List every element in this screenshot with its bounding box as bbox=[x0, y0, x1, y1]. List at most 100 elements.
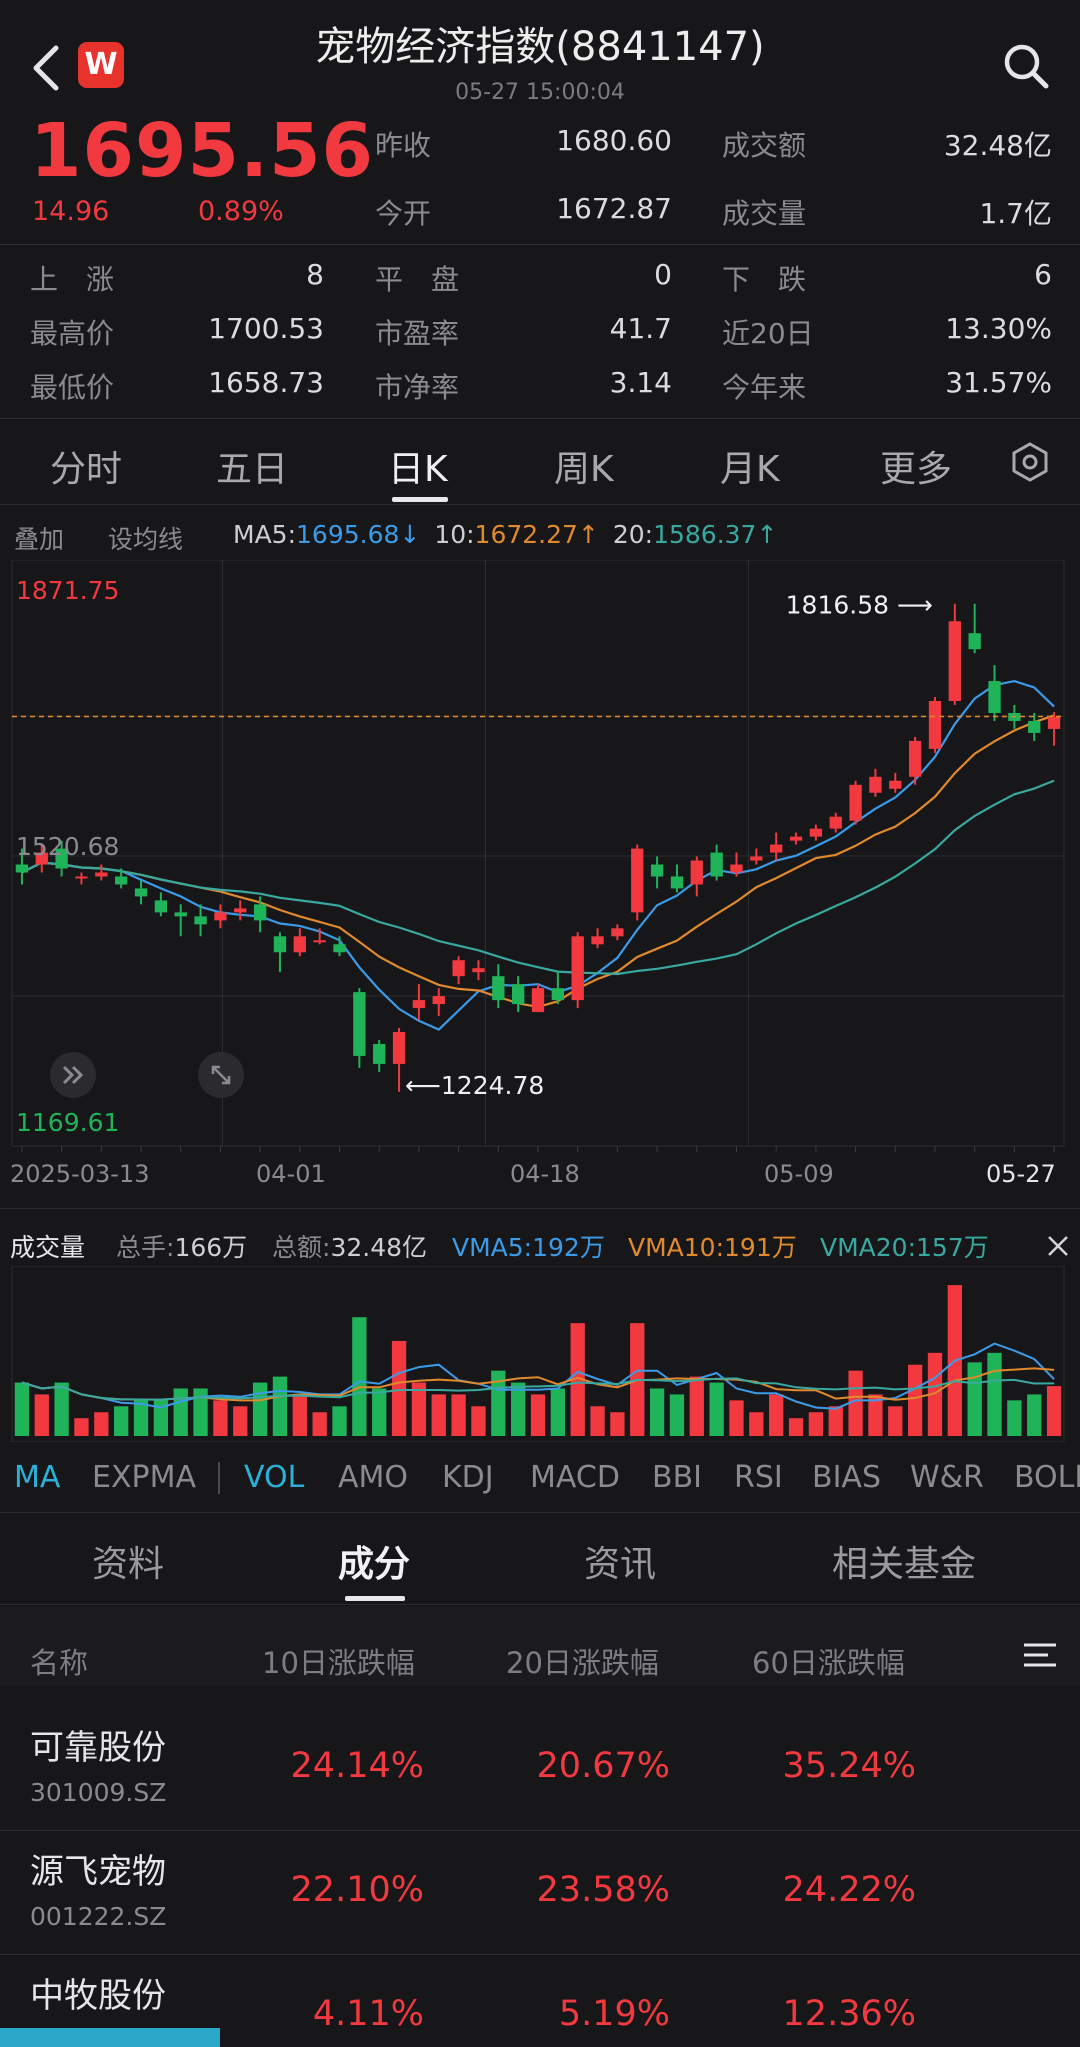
candle bbox=[650, 864, 664, 877]
column-header-20d[interactable]: 20日涨跌幅 bbox=[506, 1646, 659, 1680]
close-icon[interactable] bbox=[1044, 1232, 1072, 1260]
turnover-label: 成交额 bbox=[722, 129, 807, 162]
overlay-button[interactable]: 叠加 bbox=[14, 525, 65, 554]
active-tab-indicator bbox=[392, 497, 448, 502]
tab-daily-k[interactable]: 日K bbox=[388, 449, 448, 490]
back-arrow-icon[interactable] bbox=[26, 38, 66, 98]
ma10-line bbox=[21, 714, 1055, 1009]
candle bbox=[115, 876, 128, 885]
volume-bar bbox=[848, 1370, 863, 1436]
bottom-nav-indicator bbox=[0, 2028, 220, 2047]
tab-profile[interactable]: 资料 bbox=[92, 1544, 165, 1585]
indicator-tab-bbi[interactable]: BBI bbox=[652, 1460, 703, 1495]
volume-bar bbox=[689, 1376, 704, 1436]
x-tick: 05-27 bbox=[986, 1160, 1056, 1188]
table-row[interactable]: 源飞宠物 001222.SZ 22.10% 23.58% 24.22% bbox=[0, 1830, 1080, 1954]
tab-more[interactable]: 更多 bbox=[880, 449, 953, 490]
tab-intraday[interactable]: 分时 bbox=[50, 449, 123, 490]
tab-five-day[interactable]: 五日 bbox=[216, 449, 289, 490]
y-max-label: 1871.75 bbox=[16, 576, 120, 605]
total-hands-label: 总手: bbox=[116, 1233, 175, 1262]
change-60d: 24.22% bbox=[782, 1870, 916, 1910]
divider bbox=[218, 1462, 220, 1494]
candle bbox=[571, 936, 584, 1001]
vma20-value: VMA20:157万 bbox=[820, 1233, 989, 1262]
table-row[interactable]: 可靠股份 301009.SZ 24.14% 20.67% 35.24% bbox=[0, 1706, 1080, 1830]
volume-bar bbox=[987, 1352, 1002, 1436]
unchanged-value: 0 bbox=[654, 258, 672, 291]
total-amount: 总额:32.48亿 bbox=[272, 1228, 427, 1264]
volume-bar bbox=[590, 1406, 605, 1436]
volume-bars bbox=[14, 1285, 1062, 1436]
indicator-tab-bias[interactable]: BIAS bbox=[812, 1460, 881, 1495]
volume-bar bbox=[114, 1406, 129, 1436]
volume-bar bbox=[530, 1394, 546, 1436]
set-ma-button[interactable]: 设均线 bbox=[108, 525, 184, 554]
vma-lines bbox=[21, 1342, 1055, 1410]
menu-icon[interactable] bbox=[1022, 1640, 1058, 1672]
candle bbox=[948, 621, 961, 702]
expand-list-button[interactable] bbox=[50, 1052, 96, 1098]
ma20-label: 20: bbox=[612, 520, 654, 549]
volume-bar bbox=[828, 1406, 843, 1436]
column-header-60d[interactable]: 60日涨跌幅 bbox=[752, 1646, 905, 1680]
volume-bar bbox=[808, 1412, 824, 1436]
volume-bar bbox=[550, 1388, 565, 1436]
candle bbox=[273, 936, 287, 953]
volume-bar bbox=[788, 1418, 804, 1436]
fullscreen-button[interactable] bbox=[198, 1052, 244, 1098]
divider bbox=[0, 1512, 1080, 1513]
indicator-tab-amo[interactable]: AMO bbox=[338, 1460, 409, 1495]
volume-bar bbox=[1046, 1386, 1062, 1436]
candlestick-chart[interactable]: 1816.58 ⟶ ⟵1224.78 bbox=[0, 560, 1080, 1200]
chart-grid bbox=[11, 560, 1065, 1152]
indicator-tab-kdj[interactable]: KDJ bbox=[442, 1460, 494, 1495]
volume-grid bbox=[11, 1266, 1065, 1442]
table-header bbox=[0, 1606, 1080, 1686]
indicator-tab-ma[interactable]: MA bbox=[14, 1460, 61, 1495]
candle bbox=[631, 848, 644, 913]
table-row[interactable]: 中牧股份 4.11% 5.19% 12.36% bbox=[0, 1954, 1080, 2047]
indicator-tab-macd[interactable]: MACD bbox=[530, 1460, 620, 1495]
low-annotation: ⟵1224.78 bbox=[405, 1071, 544, 1100]
volume-bar bbox=[173, 1388, 188, 1436]
candle bbox=[710, 852, 723, 877]
volume-value: 1.7亿 bbox=[979, 197, 1052, 230]
candle bbox=[194, 916, 207, 925]
stock-name: 源飞宠物 bbox=[30, 1852, 166, 1892]
tab-constituents[interactable]: 成分 bbox=[338, 1544, 411, 1585]
candle bbox=[492, 976, 505, 1001]
indicator-tab-boll[interactable]: BOLL bbox=[1014, 1460, 1080, 1495]
volume-chart[interactable] bbox=[0, 1266, 1080, 1442]
candle bbox=[55, 848, 68, 869]
stock-name: 中牧股份 bbox=[30, 1976, 166, 2016]
indicator-tab-expma[interactable]: EXPMA bbox=[92, 1460, 197, 1495]
change-20d: 5.19% bbox=[558, 1994, 670, 2034]
double-chevron-icon bbox=[62, 1065, 84, 1085]
tab-related-funds[interactable]: 相关基金 bbox=[832, 1544, 977, 1585]
unchanged-label: 平 盘 bbox=[375, 263, 460, 296]
indicator-tab-vol[interactable]: VOL bbox=[244, 1460, 305, 1495]
candle bbox=[988, 681, 1001, 713]
column-header-name[interactable]: 名称 bbox=[30, 1646, 89, 1680]
search-icon[interactable] bbox=[1000, 40, 1052, 92]
ma-lines bbox=[21, 679, 1055, 1031]
candle bbox=[234, 908, 247, 913]
candle bbox=[809, 828, 823, 837]
tab-news[interactable]: 资讯 bbox=[584, 1544, 657, 1585]
settings-icon[interactable] bbox=[1008, 440, 1052, 484]
pb-label: 市净率 bbox=[375, 371, 460, 404]
column-header-10d[interactable]: 10日涨跌幅 bbox=[262, 1646, 415, 1680]
vma5-value: VMA5:192万 bbox=[452, 1233, 605, 1262]
volume-bar bbox=[511, 1382, 526, 1436]
candle bbox=[392, 1032, 406, 1064]
divider bbox=[0, 1604, 1080, 1605]
tab-monthly-k[interactable]: 月K bbox=[720, 449, 780, 490]
tab-weekly-k[interactable]: 周K bbox=[554, 449, 614, 490]
indicator-tab-wr[interactable]: W&R bbox=[910, 1460, 984, 1495]
divider bbox=[0, 1830, 1080, 1831]
indicator-tab-rsi[interactable]: RSI bbox=[734, 1460, 783, 1495]
divider bbox=[0, 1208, 1080, 1209]
divider bbox=[0, 504, 1080, 505]
candle bbox=[670, 876, 684, 889]
